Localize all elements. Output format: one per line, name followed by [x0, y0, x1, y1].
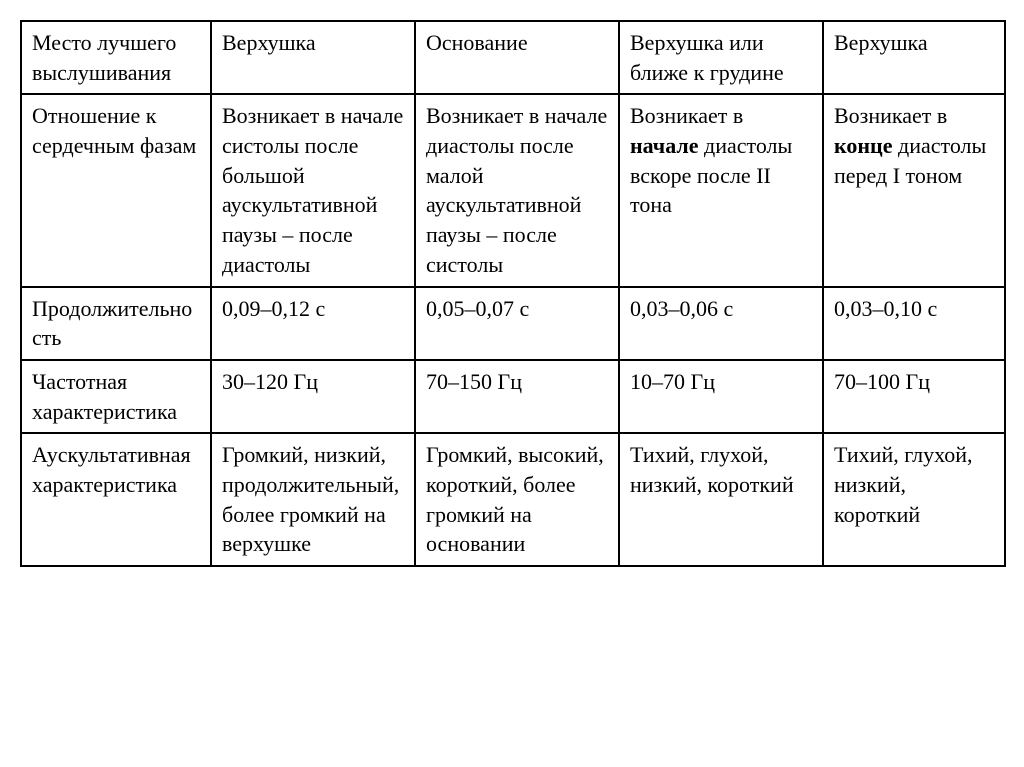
cell: 0,03–0,10 с [823, 287, 1005, 360]
table-row: Частотная характеристика 30–120 Гц 70–15… [21, 360, 1005, 433]
cell: Возникает в конце диастолы перед I тоном [823, 94, 1005, 286]
bold-text: начале [630, 133, 699, 158]
cell: 0,03–0,06 с [619, 287, 823, 360]
bold-text: конце [834, 133, 893, 158]
text: Возникает в [834, 103, 947, 128]
cell: 70–150 Гц [415, 360, 619, 433]
table-row: Место лучшего выслушивания Верхушка Осно… [21, 21, 1005, 94]
text: Возникает в [630, 103, 743, 128]
row-label: Аускультативная характеристика [21, 433, 211, 566]
cell: 0,05–0,07 с [415, 287, 619, 360]
cell: Тихий, глухой, низкий, короткий [823, 433, 1005, 566]
table-row: Аускультативная характеристика Громкий, … [21, 433, 1005, 566]
cell: Верхушка или ближе к грудине [619, 21, 823, 94]
cell: Громкий, низкий, продолжительный, более … [211, 433, 415, 566]
cell: Основание [415, 21, 619, 94]
table-row: Продолжительность 0,09–0,12 с 0,05–0,07 … [21, 287, 1005, 360]
cell: 30–120 Гц [211, 360, 415, 433]
cell: 70–100 Гц [823, 360, 1005, 433]
row-label: Частотная характеристика [21, 360, 211, 433]
cell: Возникает в начале диастолы после малой … [415, 94, 619, 286]
cell: 10–70 Гц [619, 360, 823, 433]
table-row: Отношение к сердечным фазам Возникает в … [21, 94, 1005, 286]
row-label: Место лучшего выслушивания [21, 21, 211, 94]
row-label: Отношение к сердечным фазам [21, 94, 211, 286]
cell: Верхушка [211, 21, 415, 94]
cell: Возникает в начале систолы после большой… [211, 94, 415, 286]
cell: Тихий, глухой, низкий, короткий [619, 433, 823, 566]
cell: 0,09–0,12 с [211, 287, 415, 360]
row-label: Продолжительность [21, 287, 211, 360]
cell: Верхушка [823, 21, 1005, 94]
heart-tones-table: Место лучшего выслушивания Верхушка Осно… [20, 20, 1006, 567]
cell: Возникает в начале диастолы вскоре после… [619, 94, 823, 286]
cell: Громкий, высокий, короткий, более громки… [415, 433, 619, 566]
